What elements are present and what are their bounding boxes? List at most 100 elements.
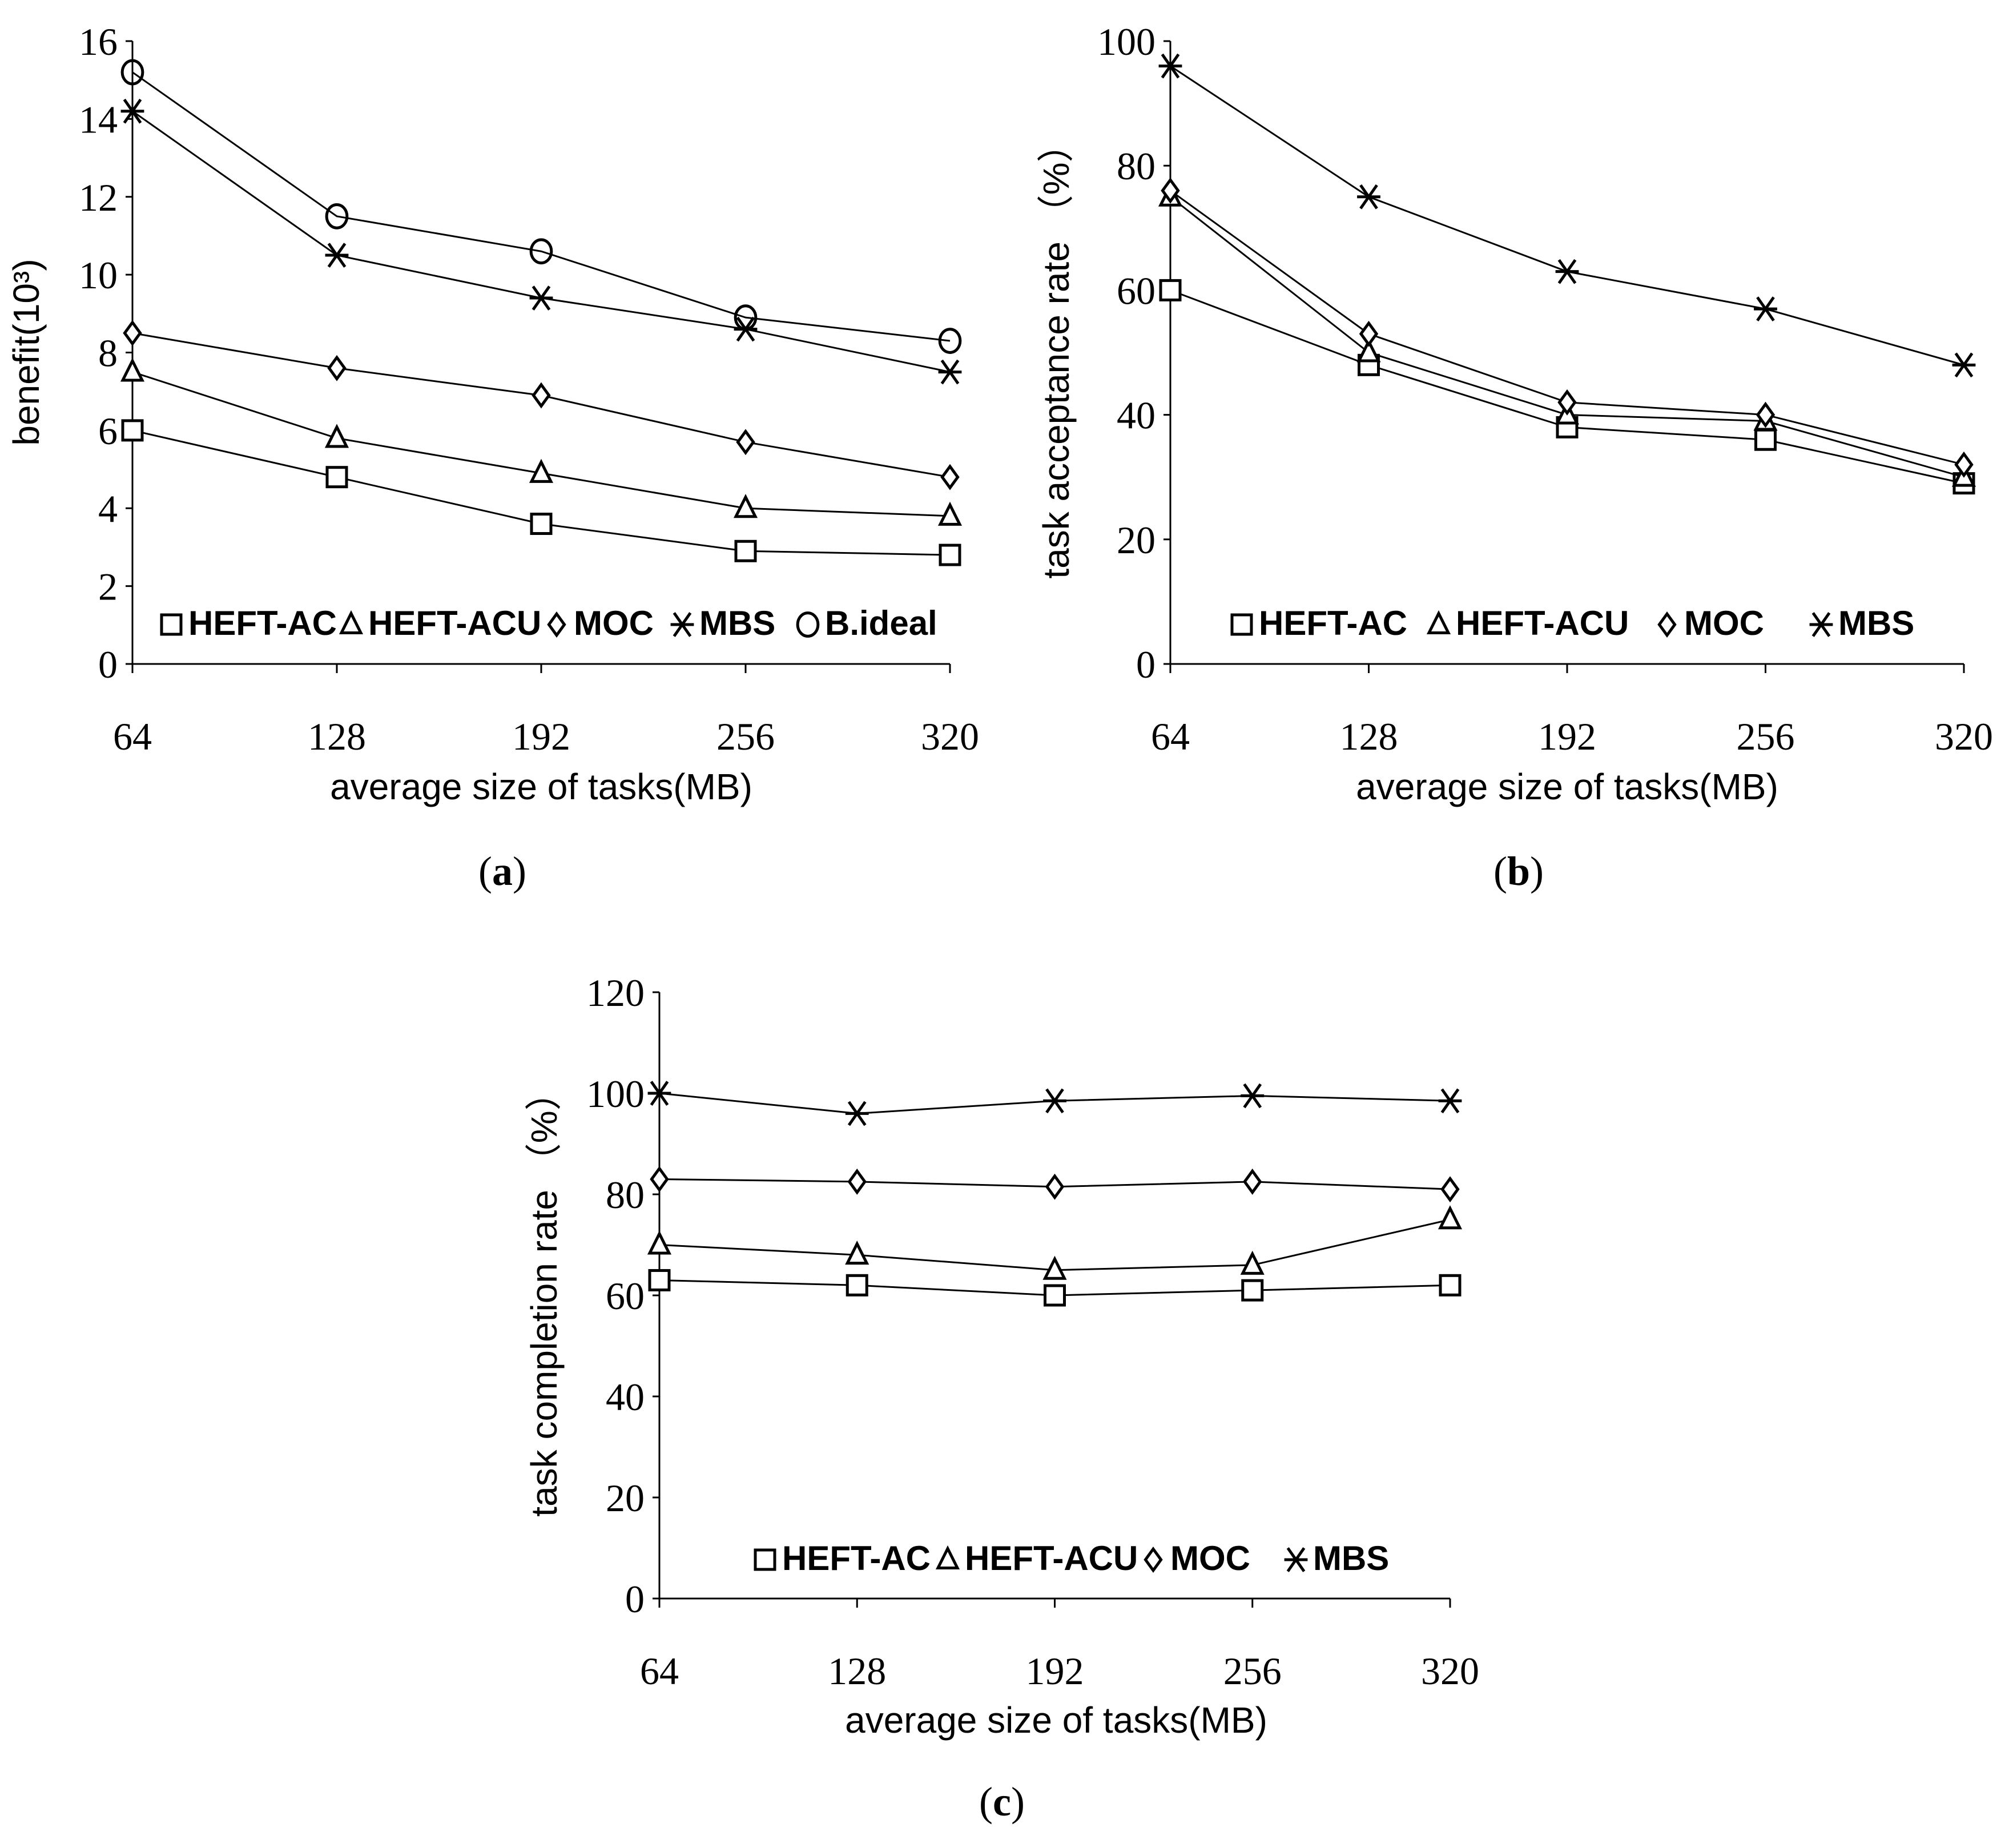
legend-marker-asterisk-icon bbox=[670, 612, 694, 637]
legend-marker-square-icon bbox=[1230, 613, 1253, 636]
data-point-diamond bbox=[1557, 389, 1577, 416]
data-point-asterisk bbox=[647, 1081, 671, 1106]
data-point-diamond bbox=[1756, 401, 1776, 428]
y-tick-label: 20 bbox=[1117, 518, 1156, 562]
x-tick-label: 256 bbox=[1737, 715, 1795, 758]
data-point-asterisk bbox=[1438, 1088, 1462, 1114]
y-tick-label: 40 bbox=[1117, 394, 1156, 437]
data-point-square bbox=[1044, 1284, 1066, 1307]
data-point-asterisk bbox=[1555, 259, 1579, 284]
data-point-triangle bbox=[1438, 1205, 1463, 1230]
series-line-mbs bbox=[132, 110, 951, 373]
data-point-asterisk bbox=[1241, 1083, 1265, 1109]
panel-caption: (c) bbox=[979, 1779, 1025, 1825]
x-tick-label: 256 bbox=[716, 715, 775, 758]
legend-label: HEFT-ACU bbox=[368, 604, 541, 642]
data-point-triangle bbox=[529, 458, 554, 483]
y-tick-label: 40 bbox=[606, 1375, 645, 1419]
legend-marker-diamond-icon bbox=[1657, 611, 1677, 638]
chart-panel-b: 0 20 40 60 80 100 64 128 192 256 320 HEFT-AC HEFT-AC… bbox=[1036, 20, 1993, 894]
legend-marker-triangle-icon bbox=[935, 1545, 960, 1569]
series-line-b-ideal bbox=[132, 71, 951, 342]
legend-label: MBS bbox=[1838, 604, 1914, 642]
y-tick-label: 120 bbox=[586, 971, 645, 1014]
data-point-triangle bbox=[845, 1241, 869, 1265]
y-tick-label: 80 bbox=[606, 1173, 645, 1217]
legend-marker-circle-icon bbox=[796, 611, 820, 638]
legend-marker-triangle-icon bbox=[1426, 610, 1451, 634]
data-point-square bbox=[121, 419, 144, 442]
data-point-circle bbox=[120, 59, 144, 86]
data-point-asterisk bbox=[325, 243, 349, 268]
panel-caption: (a) bbox=[478, 848, 526, 894]
data-point-square bbox=[939, 543, 961, 566]
legend-label: MBS bbox=[1313, 1539, 1389, 1577]
legend-label: MBS bbox=[699, 604, 775, 642]
data-point-triangle bbox=[1042, 1255, 1067, 1280]
y-axis-title: task acceptance rate （%） bbox=[1036, 126, 1077, 578]
y-tick-label: 12 bbox=[79, 176, 118, 219]
y-tick-label: 6 bbox=[98, 409, 118, 453]
data-point-asterisk bbox=[1952, 352, 1976, 378]
legend-marker-square-icon bbox=[160, 613, 183, 636]
data-point-square bbox=[1241, 1279, 1264, 1302]
chart-panel-c: 0 20 40 60 80 100 120 64 128 192 256 320 HEFT-AC HEFT… bbox=[524, 971, 1479, 1825]
x-axis-title: average size of tasks(MB) bbox=[1356, 766, 1778, 807]
legend-label: HEFT-ACU bbox=[965, 1539, 1138, 1577]
data-point-asterisk bbox=[1043, 1088, 1066, 1114]
data-point-triangle bbox=[324, 424, 349, 448]
data-point-diamond bbox=[847, 1168, 867, 1195]
data-point-diamond bbox=[123, 320, 142, 347]
y-tick-label: 8 bbox=[98, 332, 118, 375]
x-tick-label: 320 bbox=[1935, 715, 1993, 758]
legend-marker-asterisk-icon bbox=[1284, 1547, 1308, 1572]
data-point-triangle bbox=[733, 494, 758, 518]
x-tick-label: 192 bbox=[512, 715, 570, 758]
legend-label: MOC bbox=[1170, 1539, 1250, 1577]
y-tick-label: 80 bbox=[1117, 144, 1156, 188]
chart-panel-a: 0 2 4 6 8 10 12 14 16 64 128 192 256 320 HEFT-AC HEFT-A… bbox=[6, 20, 979, 894]
data-point-square bbox=[846, 1274, 868, 1297]
data-point-asterisk bbox=[120, 98, 144, 124]
legend-label: B.ideal bbox=[825, 604, 937, 642]
y-tick-label: 0 bbox=[98, 643, 118, 686]
y-tick-label: 4 bbox=[98, 487, 118, 530]
legend-marker-diamond-icon bbox=[547, 611, 566, 638]
data-point-circle bbox=[529, 238, 553, 265]
y-tick-label: 14 bbox=[79, 98, 118, 141]
x-tick-label: 64 bbox=[113, 715, 152, 758]
panel-caption-letter: c bbox=[993, 1779, 1011, 1825]
data-point-triangle bbox=[120, 357, 145, 382]
y-tick-label: 20 bbox=[606, 1476, 645, 1520]
y-tick-label: 100 bbox=[586, 1072, 645, 1116]
data-point-diamond bbox=[940, 464, 960, 490]
data-point-triangle bbox=[1356, 338, 1381, 363]
y-tick-label: 60 bbox=[606, 1274, 645, 1318]
y-axis-title: benefit(10³) bbox=[6, 259, 47, 445]
x-axis-title: average size of tasks(MB) bbox=[330, 766, 752, 807]
data-point-diamond bbox=[1440, 1176, 1460, 1203]
y-tick-label: 0 bbox=[625, 1577, 645, 1621]
data-point-square bbox=[648, 1269, 671, 1291]
legend-label: MOC bbox=[574, 604, 654, 642]
y-tick-label: 2 bbox=[98, 565, 118, 609]
data-point-diamond bbox=[650, 1166, 669, 1193]
x-tick-label: 192 bbox=[1538, 715, 1596, 758]
data-point-diamond bbox=[1359, 320, 1379, 347]
data-point-diamond bbox=[1243, 1168, 1262, 1195]
data-point-square bbox=[325, 466, 348, 489]
data-point-asterisk bbox=[1158, 53, 1182, 79]
panel-caption: (b) bbox=[1493, 848, 1544, 894]
x-tick-label: 192 bbox=[1026, 1649, 1084, 1693]
series-line-heft-ac bbox=[1170, 289, 1964, 485]
data-point-triangle bbox=[1240, 1250, 1265, 1275]
series-line-heft-ac bbox=[132, 429, 951, 556]
data-point-asterisk bbox=[845, 1101, 869, 1126]
y-axis-title: task completion rate （%） bbox=[524, 1074, 565, 1516]
y-tick-label: 10 bbox=[79, 253, 118, 297]
data-point-square bbox=[1754, 428, 1777, 451]
x-tick-label: 128 bbox=[308, 715, 366, 758]
data-point-diamond bbox=[1045, 1173, 1065, 1200]
data-point-diamond bbox=[1954, 451, 1974, 478]
